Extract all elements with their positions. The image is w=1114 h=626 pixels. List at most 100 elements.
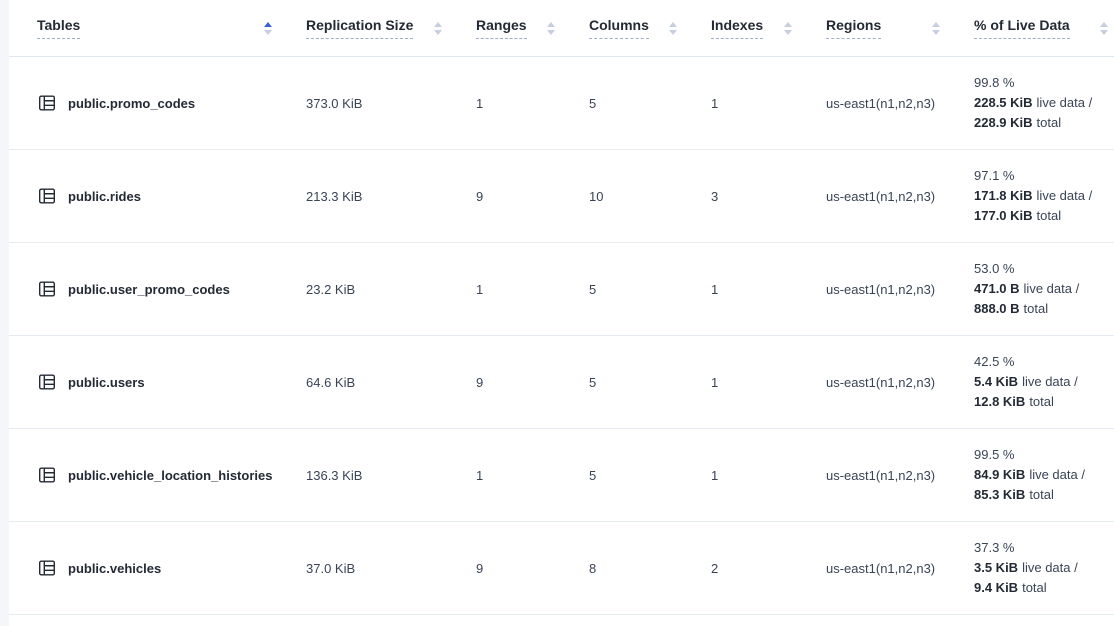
sort-icon[interactable] — [669, 21, 677, 35]
table-name-link[interactable]: public.users — [68, 374, 145, 390]
sort-icon[interactable] — [784, 21, 792, 35]
column-header-label: Ranges — [476, 17, 527, 39]
sort-icon[interactable] — [434, 21, 442, 35]
ranges-cell: 1 — [476, 95, 484, 111]
table-icon — [37, 279, 57, 299]
columns-cell: 8 — [589, 560, 597, 576]
table-icon — [37, 558, 57, 578]
table-name-link[interactable]: public.promo_codes — [68, 95, 196, 111]
table-name-link[interactable]: public.rides — [68, 188, 141, 204]
total-size-line: 228.9 KiB total — [974, 115, 1062, 130]
column-header-regions[interactable]: Regions — [798, 0, 946, 56]
live-data-cell: 99.8 % 228.5 KiB live data / 228.9 KiB tot… — [946, 73, 1114, 133]
table-icon — [37, 93, 57, 113]
live-data-cell: 99.5 % 84.9 KiB live data / 85.3 KiB total — [946, 445, 1114, 505]
live-data-size-line: 3.5 KiB live data / — [974, 560, 1078, 575]
replication-size-cell: 64.6 KiB — [306, 374, 356, 390]
column-header-label: Regions — [826, 17, 882, 39]
sort-icon[interactable] — [264, 21, 272, 35]
indexes-cell: 1 — [711, 467, 719, 483]
regions-cell: us-east1(n1,n2,n3) — [826, 467, 936, 483]
table-name-cell[interactable]: public.promo_codes — [9, 93, 278, 113]
table-row[interactable]: public.vehicle_location_histories 136.3 … — [9, 429, 1114, 522]
sort-icon[interactable] — [1100, 21, 1108, 35]
indexes-cell: 1 — [711, 95, 719, 111]
live-data-percent: 99.8 % — [974, 75, 1015, 90]
replication-size-cell: 136.3 KiB — [306, 467, 363, 483]
column-header-replication-size[interactable]: Replication Size — [278, 0, 448, 56]
live-data-cell: 42.5 % 5.4 KiB live data / 12.8 KiB total — [946, 352, 1114, 412]
indexes-cell: 3 — [711, 188, 719, 204]
columns-cell: 5 — [589, 281, 597, 297]
regions-cell: us-east1(n1,n2,n3) — [826, 374, 936, 390]
indexes-cell: 1 — [711, 374, 719, 390]
columns-cell: 5 — [589, 95, 597, 111]
live-data-percent: 37.3 % — [974, 540, 1015, 555]
ranges-cell: 9 — [476, 188, 484, 204]
table-name-cell[interactable]: public.users — [9, 372, 278, 392]
table-name-cell[interactable]: public.vehicles — [9, 558, 278, 578]
table-name-cell[interactable]: public.rides — [9, 186, 278, 206]
total-size-line: 9.4 KiB total — [974, 580, 1047, 595]
table-name-link[interactable]: public.vehicles — [68, 560, 162, 576]
replication-size-cell: 23.2 KiB — [306, 281, 356, 297]
column-header-live-data[interactable]: % of Live Data — [946, 0, 1114, 56]
table-header-row: Tables Replication Size Ranges Columns I… — [9, 0, 1114, 57]
indexes-cell: 1 — [711, 281, 719, 297]
live-data-percent: 99.5 % — [974, 447, 1015, 462]
table-row[interactable]: public.user_promo_codes 23.2 KiB 1 5 1 u… — [9, 243, 1114, 336]
live-data-cell: 37.3 % 3.5 KiB live data / 9.4 KiB total — [946, 538, 1114, 598]
table-row[interactable]: public.rides 213.3 KiB 9 10 3 us-east1(n… — [9, 150, 1114, 243]
live-data-percent: 42.5 % — [974, 354, 1015, 369]
live-data-size-line: 5.4 KiB live data / — [974, 374, 1078, 389]
ranges-cell: 1 — [476, 467, 484, 483]
replication-size-cell: 37.0 KiB — [306, 560, 356, 576]
ranges-cell: 9 — [476, 374, 484, 390]
live-data-percent: 97.1 % — [974, 168, 1015, 183]
column-header-indexes[interactable]: Indexes — [683, 0, 798, 56]
columns-cell: 10 — [589, 188, 604, 204]
column-header-label: Replication Size — [306, 17, 414, 39]
column-header-tables[interactable]: Tables — [9, 0, 278, 56]
live-data-size-line: 228.5 KiB live data / — [974, 95, 1093, 110]
table-icon — [37, 372, 57, 392]
sort-icon[interactable] — [932, 21, 940, 35]
tables-list-panel: Tables Replication Size Ranges Columns I… — [9, 0, 1114, 615]
live-data-size-line: 84.9 KiB live data / — [974, 467, 1085, 482]
regions-cell: us-east1(n1,n2,n3) — [826, 95, 936, 111]
sort-icon[interactable] — [547, 21, 555, 35]
replication-size-cell: 213.3 KiB — [306, 188, 363, 204]
column-header-ranges[interactable]: Ranges — [448, 0, 561, 56]
column-header-columns[interactable]: Columns — [561, 0, 683, 56]
table-name-link[interactable]: public.vehicle_location_histories — [68, 467, 273, 483]
table-row[interactable]: public.users 64.6 KiB 9 5 1 us-east1(n1,… — [9, 336, 1114, 429]
table-icon — [37, 186, 57, 206]
regions-cell: us-east1(n1,n2,n3) — [826, 560, 936, 576]
total-size-line: 85.3 KiB total — [974, 487, 1054, 502]
table-name-cell[interactable]: public.vehicle_location_histories — [9, 465, 278, 485]
live-data-size-line: 171.8 KiB live data / — [974, 188, 1093, 203]
live-data-cell: 97.1 % 171.8 KiB live data / 177.0 KiB tot… — [946, 166, 1114, 226]
column-header-label: Tables — [37, 17, 81, 39]
table-name-cell[interactable]: public.user_promo_codes — [9, 279, 278, 299]
total-size-line: 177.0 KiB total — [974, 208, 1062, 223]
ranges-cell: 9 — [476, 560, 484, 576]
indexes-cell: 2 — [711, 560, 719, 576]
table-icon — [37, 465, 57, 485]
table-body: public.promo_codes 373.0 KiB 1 5 1 us-ea… — [9, 57, 1114, 615]
table-name-link[interactable]: public.user_promo_codes — [68, 281, 230, 297]
column-header-label: % of Live Data — [974, 17, 1070, 39]
page-background-gutter — [0, 0, 9, 626]
replication-size-cell: 373.0 KiB — [306, 95, 363, 111]
table-row[interactable]: public.promo_codes 373.0 KiB 1 5 1 us-ea… — [9, 57, 1114, 150]
regions-cell: us-east1(n1,n2,n3) — [826, 188, 936, 204]
ranges-cell: 1 — [476, 281, 484, 297]
table-row[interactable]: public.vehicles 37.0 KiB 9 8 2 us-east1(… — [9, 522, 1114, 615]
columns-cell: 5 — [589, 374, 597, 390]
columns-cell: 5 — [589, 467, 597, 483]
column-header-label: Indexes — [711, 17, 764, 39]
regions-cell: us-east1(n1,n2,n3) — [826, 281, 936, 297]
